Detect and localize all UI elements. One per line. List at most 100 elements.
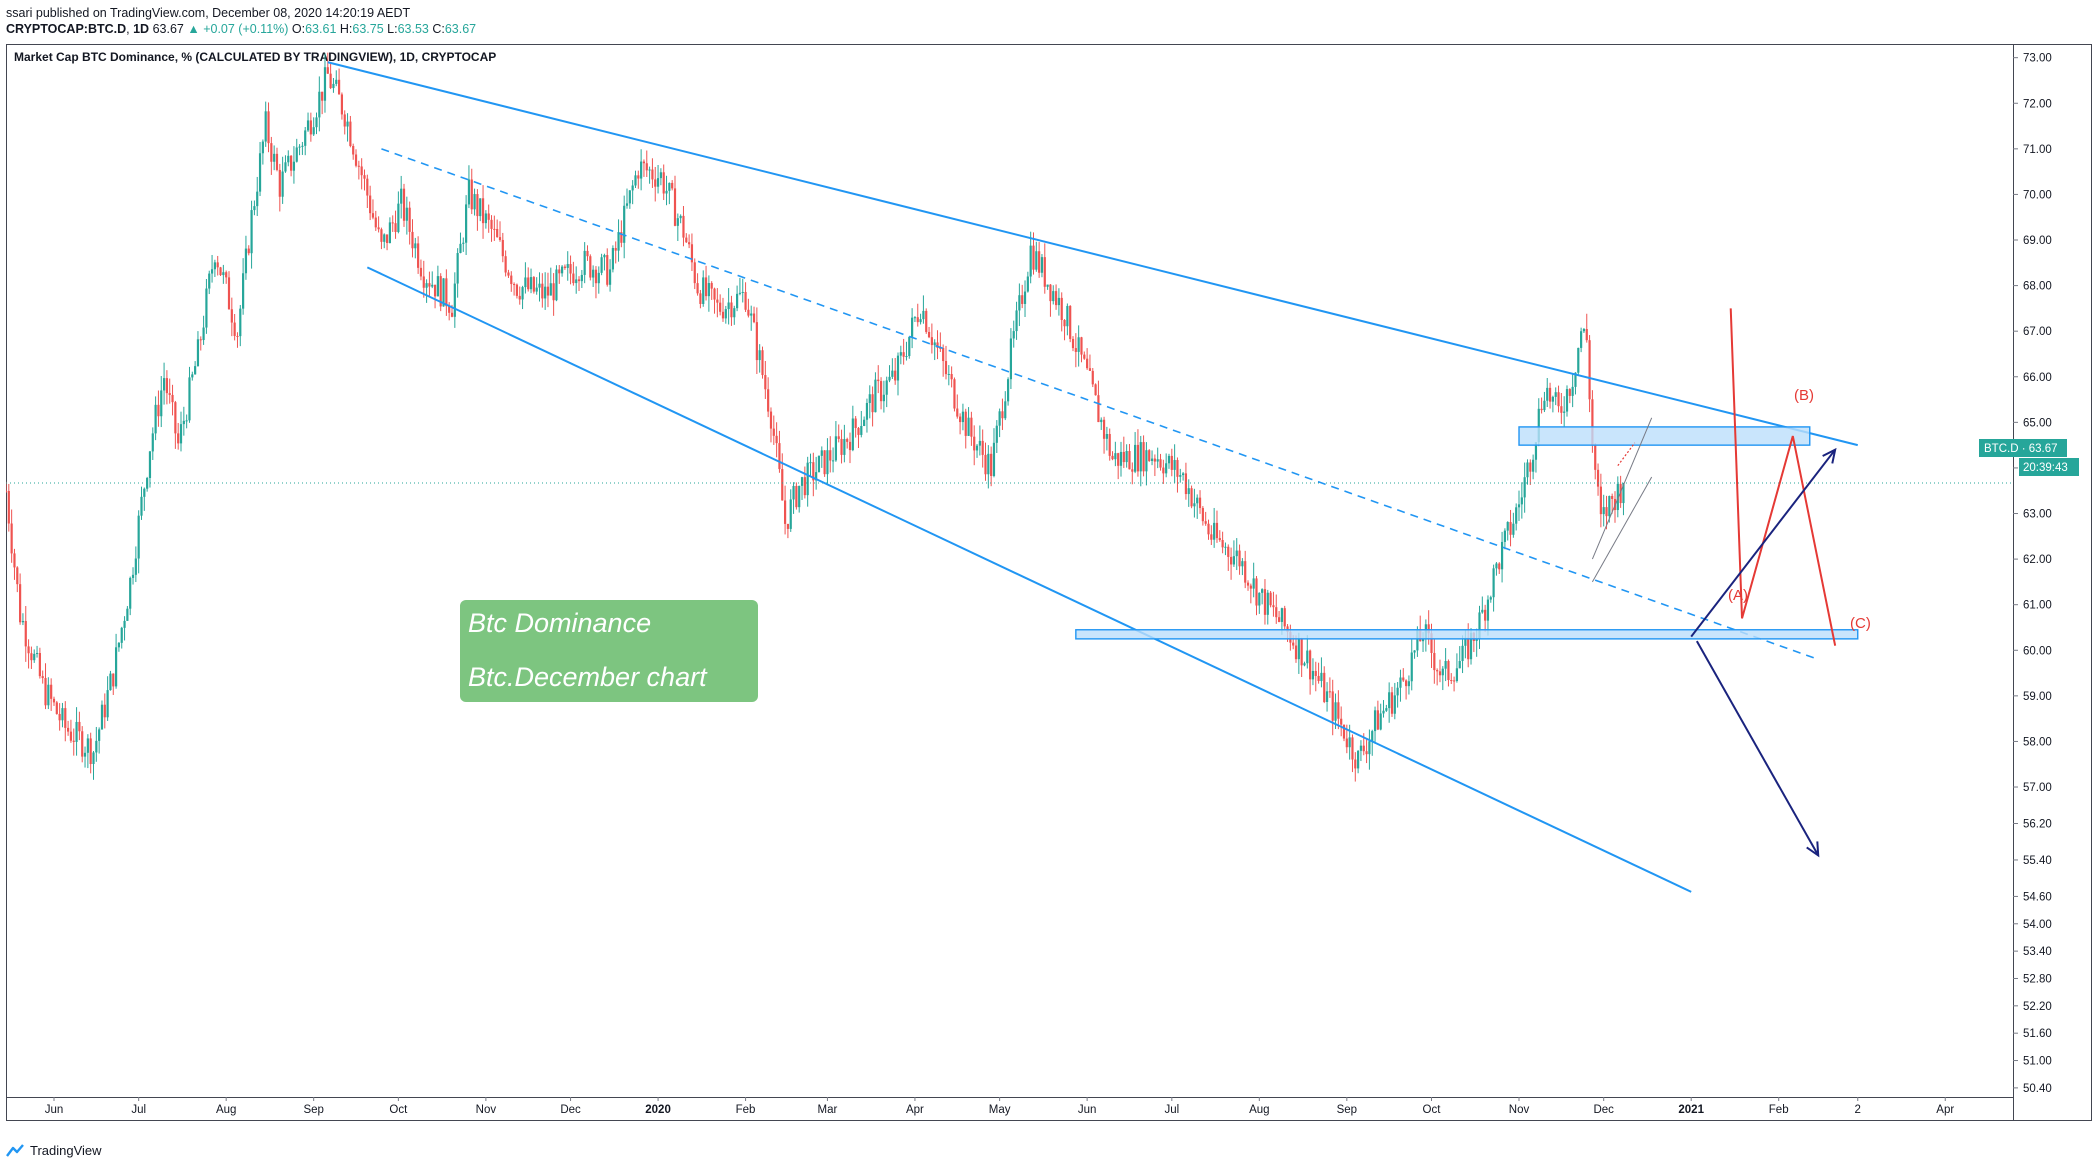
candle-body [716,299,719,303]
candle-body [1405,680,1408,687]
candle-body [1379,713,1382,730]
candle-body [620,232,623,243]
price-tick-label: 73.00 [2023,53,2052,65]
candle-body [1306,650,1309,664]
candle-body [809,462,812,464]
chart-frame[interactable]: Market Cap BTC Dominance, % (CALCULATED … [4,44,2092,1150]
candle-body [786,523,790,529]
candle-body [1134,444,1137,472]
candle-body [216,262,219,268]
candle-body [1170,455,1173,470]
candle-body [1399,677,1402,688]
candle-body [185,420,188,422]
time-tick-label: Oct [389,1104,408,1116]
candle-body [199,339,202,341]
note-box[interactable]: Btc Dominance Btc.December chart [460,600,758,702]
candle-body [67,727,70,732]
candle-body [1035,251,1038,270]
candle-body [343,114,346,127]
candle-body [160,390,163,417]
candle-body [767,389,770,412]
candle-body [131,574,135,578]
candle-body [453,283,456,317]
candle-body [1218,538,1221,541]
candle-body [521,287,524,300]
candle-body [1591,399,1594,446]
candle-body [117,642,121,648]
ohlc-low: 63.53 [397,22,429,36]
candle-body [154,404,157,434]
candle-body [1303,663,1306,666]
candle-body [1148,450,1151,461]
candle-body [1563,411,1566,413]
wave-b-label: (B) [1794,387,1814,404]
candle-body [1040,257,1044,273]
candle-body [617,232,620,251]
candle-body [803,477,806,496]
candle-body [778,443,781,470]
candle-body [10,523,13,554]
candle-body [7,491,10,524]
interval-label[interactable]: 1D [133,22,150,36]
candle-body [380,229,383,242]
candle-body [775,435,778,444]
candle-body [970,417,973,437]
candle-body [515,284,519,296]
price-tick-label: 61.00 [2023,600,2052,612]
candle-body [321,91,324,101]
candle-body [871,394,874,413]
candle-body [459,243,462,254]
wave-a-label: (A) [1728,587,1748,604]
candle-body [143,488,146,497]
candle-body [1117,453,1120,466]
candle-body [1520,497,1523,505]
candle-body [676,218,679,226]
candle-body [146,477,149,489]
symbol-name[interactable]: CRYPTOCAP:BTC.D [6,22,127,36]
candle-body [908,336,911,357]
candle-body [857,428,860,435]
candle-body [1546,387,1549,401]
change-value: ▲ +0.07 (+0.11%) [187,22,289,36]
candle-body [1337,702,1340,719]
candle-body [1345,738,1348,748]
candle-body [120,627,123,643]
candle-body [33,653,36,661]
time-tick-label: Aug [1249,1104,1269,1116]
candle-body [575,279,578,284]
last-value: 63.67 [152,22,184,36]
candle-body [1458,661,1461,669]
footer-brand[interactable]: TradingView [6,1143,102,1158]
candle-body [1560,406,1563,413]
candle-body [78,721,81,732]
candle-body [990,453,993,476]
candle-body [30,653,33,661]
price-chart[interactable]: Market Cap BTC Dominance, % (CALCULATED … [4,44,2092,1150]
candle-body [1500,541,1504,570]
candle-body [815,472,818,481]
time-axis[interactable]: Jun Jul Aug Sep Oct Nov Dec 2020 Feb Mar Apr May Jun… [45,1097,1955,1116]
candle-body [137,515,140,559]
channel-lower-line [1591,476,1653,583]
candle-body [95,740,98,753]
candle-body [1142,442,1145,472]
candle-body [1272,605,1275,608]
candle-body [1029,245,1032,277]
candle-body [1599,486,1602,515]
candle-body [422,276,425,288]
candle-body [1210,534,1213,540]
candle-body [1280,608,1283,622]
candle-body [888,376,891,381]
candle-body [544,286,547,299]
candle-body [1574,372,1577,387]
candle-body [275,153,279,170]
candle-body [174,402,177,434]
candle-body [721,311,725,319]
candle-body [267,111,270,144]
candle-body [1503,530,1506,542]
candle-body [1229,556,1233,565]
candle-body [436,276,439,297]
candle-body [1071,338,1075,349]
candle-body [1294,645,1298,660]
candle-body [1297,638,1300,660]
